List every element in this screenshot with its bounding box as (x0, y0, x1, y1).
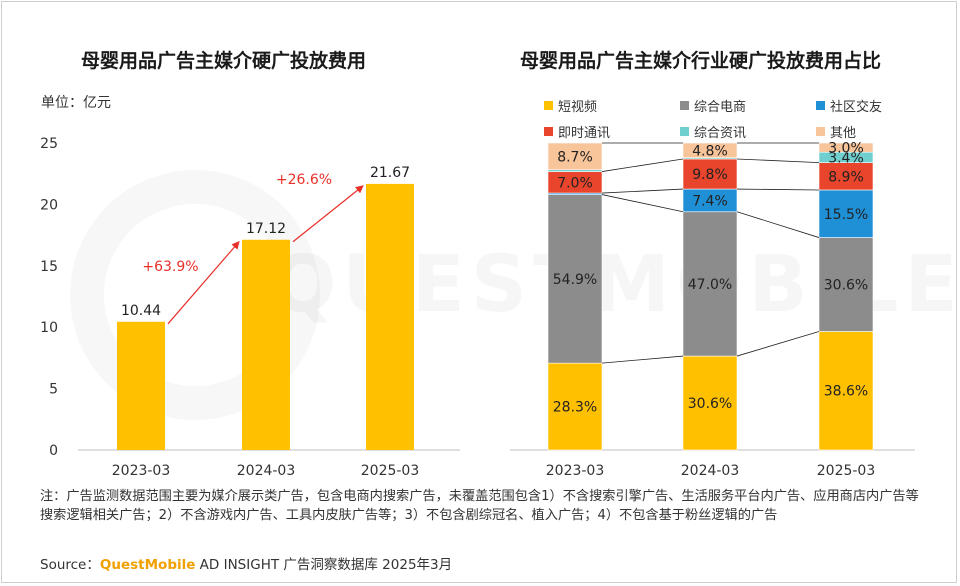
segment-label: 30.6% (824, 278, 868, 294)
left-bar (366, 183, 414, 450)
segment-label: 7.0% (557, 175, 593, 191)
segment-label: 54.9% (553, 272, 597, 288)
right-x-tick-label: 2024-03 (681, 463, 740, 479)
stacked-segment (682, 211, 738, 357)
legend-label: 综合资讯 (694, 126, 747, 141)
growth-label: +26.6% (276, 172, 332, 188)
legend-item: 综合资讯 (680, 122, 746, 141)
stacked-segment (682, 142, 738, 159)
stacked-segment (818, 237, 874, 332)
connector-line (601, 355, 684, 364)
left-y-tick-label: 0 (49, 443, 58, 459)
stacked-segment (682, 158, 738, 190)
connector-line (601, 188, 684, 194)
stacked-segment (818, 331, 874, 451)
growth-label: +63.9% (142, 259, 198, 275)
footnote: 注：广告监测数据范围主要为媒介展示类广告，包含电商内搜索广告，未覆盖范围包含1）… (40, 489, 919, 523)
right-x-tick-label: 2023-03 (546, 463, 605, 479)
segment-label: 4.8% (692, 143, 728, 159)
segment-label: 38.6% (824, 384, 868, 400)
left-x-tick-label: 2024-03 (237, 463, 296, 479)
right-chart-title: 母婴用品广告主媒介行业硬广投放费用占比 (520, 50, 882, 72)
legend-item: 其他 (816, 122, 856, 141)
left-y-tick-label: 5 (49, 382, 58, 398)
left-bar-value-label: 21.67 (370, 165, 410, 181)
stacked-segment (547, 362, 603, 451)
left-y-tick-label: 25 (40, 136, 58, 152)
connector-line (601, 158, 684, 172)
left-y-tick-label: 10 (40, 320, 58, 336)
stacked-segment (818, 189, 874, 238)
stacked-segment (547, 142, 603, 171)
legend-item: 社区交友 (816, 96, 882, 115)
source-line: Source：QuestMobile AD INSIGHT 广告洞察数据库 20… (40, 553, 452, 573)
segment-label: 15.5% (824, 207, 868, 223)
segment-label: 8.7% (557, 149, 593, 165)
left-x-tick-label: 2023-03 (112, 463, 171, 479)
connector-line (601, 194, 684, 213)
segment-label: 8.9% (828, 169, 864, 185)
legend-label: 综合电商 (694, 100, 747, 115)
left-x-tick-label: 2025-03 (361, 463, 420, 479)
left-y-tick-label: 15 (40, 259, 58, 275)
stacked-segment (818, 162, 874, 191)
left-y-tick-label: 20 (40, 197, 58, 213)
segment-label: 7.4% (692, 193, 728, 209)
legend-swatch (544, 127, 553, 136)
segment-label: 9.8% (692, 167, 728, 183)
left-bar-value-label: 17.12 (246, 221, 286, 237)
legend-item: 即时通讯 (544, 122, 610, 141)
segment-label: 3.0% (828, 141, 864, 157)
growth-arrow (167, 241, 240, 325)
legend-item: 短视频 (544, 96, 597, 115)
left-bar (117, 321, 165, 450)
legend-swatch (544, 101, 553, 110)
left-bar (242, 239, 290, 450)
source-suffix: AD INSIGHT 广告洞察数据库 2025年3月 (195, 557, 453, 573)
legend-swatch (816, 101, 825, 110)
connector-line (736, 158, 820, 164)
segment-label: 30.6% (688, 396, 732, 412)
connector-line (736, 211, 820, 238)
unit-label: 单位：亿元 (41, 95, 111, 111)
segment-label: 28.3% (553, 400, 597, 416)
connector-line (736, 188, 820, 191)
segment-label: 3.4% (828, 150, 864, 166)
legend-label: 即时通讯 (558, 126, 611, 141)
stacked-segment (818, 142, 874, 153)
growth-arrow (292, 185, 364, 243)
left-chart-title: 母婴用品广告主媒介硬广投放费用 (81, 50, 367, 72)
legend-swatch (680, 101, 689, 110)
legend-label: 短视频 (558, 100, 598, 115)
right-x-tick-label: 2025-03 (817, 463, 876, 479)
source-brand: QuestMobile (99, 557, 196, 573)
stacked-segment (547, 194, 603, 364)
legend-swatch (680, 127, 689, 136)
segment-label: 47.0% (688, 277, 732, 293)
legend-label: 社区交友 (830, 100, 883, 115)
legend-label: 其他 (830, 126, 857, 141)
legend-item: 综合电商 (680, 96, 746, 115)
legend-swatch (816, 127, 825, 136)
connector-line (736, 331, 820, 357)
left-bar-value-label: 10.44 (121, 303, 161, 319)
source-prefix: Source： (40, 557, 100, 573)
